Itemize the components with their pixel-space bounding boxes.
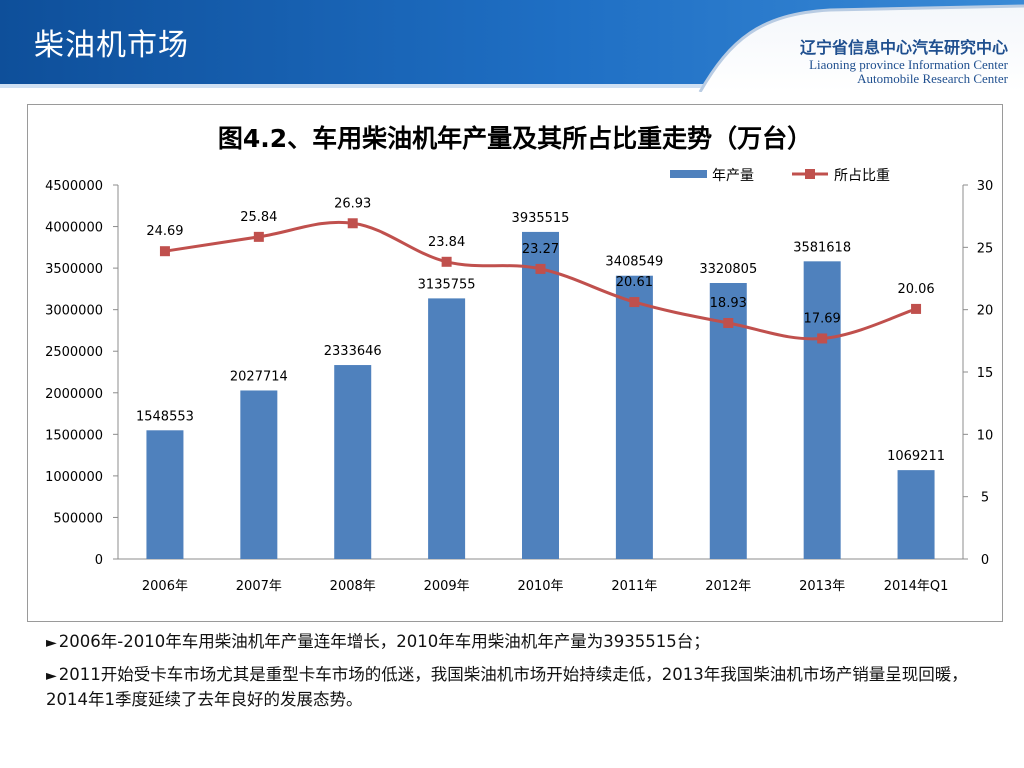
x-tick-label: 2014年Q1	[884, 579, 949, 594]
logo-chinese-name: 辽宁省信息中心汽车研究中心	[768, 34, 1008, 58]
bar	[709, 283, 747, 559]
left-tick-label: 1000000	[45, 470, 103, 485]
bullet-item: ► 2011开始受卡车市场尤其是重型卡车市场的低迷，我国柴油机市场开始持续走低，2…	[46, 663, 996, 712]
bar-value-label: 3135755	[418, 277, 476, 292]
line-point-marker	[253, 231, 264, 242]
bar-value-label: 1548553	[136, 409, 194, 424]
right-tick-label: 15	[977, 366, 994, 381]
bullet-text: 2011开始受卡车市场尤其是重型卡车市场的低迷，我国柴油机市场开始持续走低，20…	[46, 665, 968, 709]
left-tick-label: 2500000	[45, 345, 103, 360]
right-tick-label: 20	[977, 304, 994, 319]
bar	[240, 390, 278, 559]
logo-cn-prefix: 辽宁省信息中心	[799, 38, 912, 57]
legend-bar-swatch	[670, 170, 707, 178]
logo-english-line1: Liaoning province Information Center	[809, 57, 1008, 72]
x-tick-label: 2006年	[142, 579, 188, 594]
left-tick-label: 4500000	[45, 179, 103, 194]
bullet-marker-icon: ►	[46, 635, 57, 651]
organization-logo: 辽宁省信息中心汽车研究中心 Liaoning province Informat…	[768, 34, 1008, 86]
x-tick-label: 2013年	[799, 579, 845, 594]
line-value-label: 24.69	[146, 224, 183, 239]
bar	[803, 261, 841, 559]
line-value-label: 18.93	[710, 296, 747, 311]
logo-english-line2: Automobile Research Center	[857, 71, 1008, 86]
x-tick-label: 2012年	[705, 579, 751, 594]
left-tick-label: 1500000	[45, 428, 103, 443]
line-point-marker	[911, 303, 922, 314]
bar-value-label: 3408549	[605, 255, 663, 270]
x-tick-label: 2008年	[330, 579, 376, 594]
bar	[897, 470, 935, 559]
bullet-marker-icon: ►	[46, 668, 57, 684]
line-value-label: 25.84	[240, 210, 277, 225]
left-tick-label: 500000	[53, 511, 103, 526]
bar-value-label: 3320805	[699, 262, 757, 277]
line-point-marker	[159, 246, 170, 257]
left-tick-label: 3000000	[45, 304, 103, 319]
bar	[428, 298, 466, 559]
logo-cn-accent: 汽车研究中心	[911, 38, 1008, 57]
bar	[615, 275, 653, 559]
left-tick-label: 4000000	[45, 221, 103, 236]
line-point-marker	[535, 263, 546, 274]
line-point-marker	[817, 333, 828, 344]
bullet-text: 2006年-2010年车用柴油机年产量连年增长，2010年车用柴油机年产量为39…	[58, 632, 710, 651]
line-value-label: 26.93	[334, 196, 371, 211]
line-point-marker	[441, 256, 452, 267]
x-tick-label: 2011年	[611, 579, 657, 594]
x-tick-label: 2009年	[424, 579, 470, 594]
combo-chart: 图4.2、车用柴油机年产量及其所占比重走势（万台） 0 500000 1000000 1…	[45, 124, 994, 594]
line-value-label: 20.61	[616, 275, 653, 290]
line-point-marker	[347, 218, 358, 229]
bar	[334, 365, 372, 559]
line-value-label: 20.06	[897, 282, 934, 297]
bar-value-label: 2027714	[230, 369, 288, 384]
bar	[522, 231, 559, 559]
line-point-marker	[629, 297, 640, 308]
left-tick-label: 3500000	[45, 262, 103, 277]
right-tick-label: 0	[981, 553, 989, 568]
right-tick-label: 25	[977, 241, 994, 256]
bar-value-label: 2333646	[324, 344, 382, 359]
left-tick-label: 0	[95, 553, 103, 568]
left-tick-label: 2000000	[45, 387, 103, 402]
header-background	[0, 0, 1024, 93]
slide-title: 柴油机市场	[34, 28, 189, 63]
bullet-list: ► 2006年-2010年车用柴油机年产量连年增长，2010年车用柴油机年产量为3…	[46, 630, 996, 720]
right-tick-label: 30	[977, 179, 994, 194]
line-value-label: 17.69	[804, 311, 841, 326]
legend-line-label: 所占比重	[834, 168, 890, 184]
legend-line-marker	[805, 169, 815, 179]
right-tick-label: 10	[977, 428, 994, 443]
bar-value-label: 3935515	[512, 211, 570, 226]
line-point-marker	[723, 318, 734, 329]
line-value-label: 23.27	[522, 242, 559, 257]
header-band: 柴油机市场 辽宁省信息中心汽车研究中心 Liaoning province In…	[0, 0, 1024, 93]
line-value-label: 23.84	[428, 235, 465, 250]
x-tick-label: 2007年	[236, 579, 282, 594]
bar-value-label: 3581618	[793, 240, 851, 255]
chart-frame: 图4.2、车用柴油机年产量及其所占比重走势（万台） 0 500000 1000000 1…	[27, 104, 1003, 622]
legend-bar-label: 年产量	[712, 168, 754, 184]
bullet-item: ► 2006年-2010年车用柴油机年产量连年增长，2010年车用柴油机年产量为3…	[46, 630, 996, 655]
right-tick-label: 5	[981, 491, 989, 506]
bar-value-label: 1069211	[887, 449, 945, 464]
bar	[146, 430, 184, 559]
x-tick-label: 2010年	[517, 579, 563, 594]
chart-title: 图4.2、车用柴油机年产量及其所占比重走势（万台）	[218, 124, 812, 153]
